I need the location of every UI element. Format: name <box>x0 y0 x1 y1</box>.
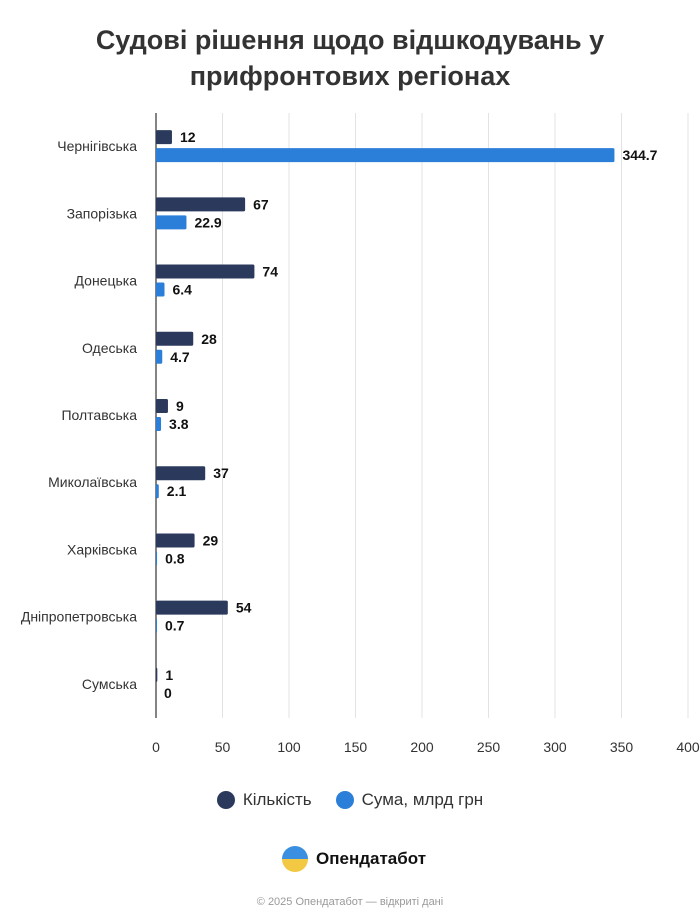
category-label: Харківська <box>67 541 137 557</box>
category-label: Запорізька <box>67 205 138 221</box>
data-label: 12 <box>180 129 196 145</box>
legend-label: Сума, млрд грн <box>361 790 484 809</box>
category-label: Полтавська <box>61 407 137 423</box>
bar-sum <box>156 551 158 566</box>
data-label: 2.1 <box>167 483 187 499</box>
legend: Кількість Сума, млрд грн <box>0 790 700 810</box>
data-label: 29 <box>203 532 219 548</box>
category-label: Одеська <box>82 340 137 356</box>
data-label: 37 <box>213 465 229 481</box>
x-tick-label: 400 <box>676 739 700 755</box>
bar-count <box>156 264 255 279</box>
footer: © 2025 Опендатабот — відкриті дані <box>256 896 444 908</box>
chart-title: Судові рішення щодо відшкодувань у прифр… <box>95 25 605 91</box>
legend-swatch <box>216 791 235 809</box>
x-tick-label: 200 <box>410 739 434 755</box>
bar-count <box>156 667 158 682</box>
x-tick-label: 250 <box>477 739 501 755</box>
legend-item-sum[interactable]: Сума, млрд грн <box>335 790 484 810</box>
legend-label: Кількість <box>242 790 312 809</box>
data-label: 0 <box>164 685 172 701</box>
bar-sum <box>156 618 157 633</box>
bar-sum <box>156 349 163 364</box>
bar-count <box>156 399 168 413</box>
category-label: Донецька <box>75 273 138 289</box>
data-label: 22.9 <box>194 214 221 230</box>
data-label: 54 <box>236 600 252 616</box>
category-label: Сумська <box>82 676 137 692</box>
x-tick-label: 350 <box>610 739 634 755</box>
category-label: Миколаївська <box>48 474 137 490</box>
data-label: 3.8 <box>169 416 189 432</box>
bar-count <box>156 331 194 346</box>
data-label: 0.7 <box>165 618 185 634</box>
bar-count <box>156 130 172 145</box>
brand-logo: Опендатабот <box>282 846 426 872</box>
bar-sum <box>156 484 159 499</box>
logo-icon <box>282 846 308 872</box>
data-label: 9 <box>176 398 184 414</box>
data-label: 6.4 <box>173 282 193 298</box>
data-label: 344.7 <box>622 147 657 163</box>
bar-sum <box>156 282 165 297</box>
bar-count <box>156 466 206 481</box>
data-label: 74 <box>262 264 278 280</box>
data-label: 0.8 <box>165 550 185 566</box>
brand-name: Опендатабот <box>316 849 427 868</box>
bar-sum <box>156 417 162 431</box>
legend-swatch <box>335 791 354 809</box>
data-label: 67 <box>253 196 269 212</box>
x-tick-label: 300 <box>543 739 567 755</box>
x-tick-label: 100 <box>277 739 301 755</box>
bar-sum <box>156 148 615 163</box>
bar-count <box>156 197 246 212</box>
x-tick-label: 0 <box>152 739 160 755</box>
category-label: Чернігівська <box>57 138 137 154</box>
bar-sum <box>156 215 187 230</box>
data-label: 1 <box>165 667 173 683</box>
data-label: 4.7 <box>170 349 190 365</box>
x-tick-label: 50 <box>215 739 231 755</box>
legend-item-count[interactable]: Кількість <box>216 790 312 810</box>
bar-count <box>156 600 228 615</box>
category-label: Дніпропетровська <box>21 609 137 625</box>
bar-count <box>156 533 195 548</box>
data-label: 28 <box>201 331 217 347</box>
x-tick-label: 150 <box>344 739 368 755</box>
